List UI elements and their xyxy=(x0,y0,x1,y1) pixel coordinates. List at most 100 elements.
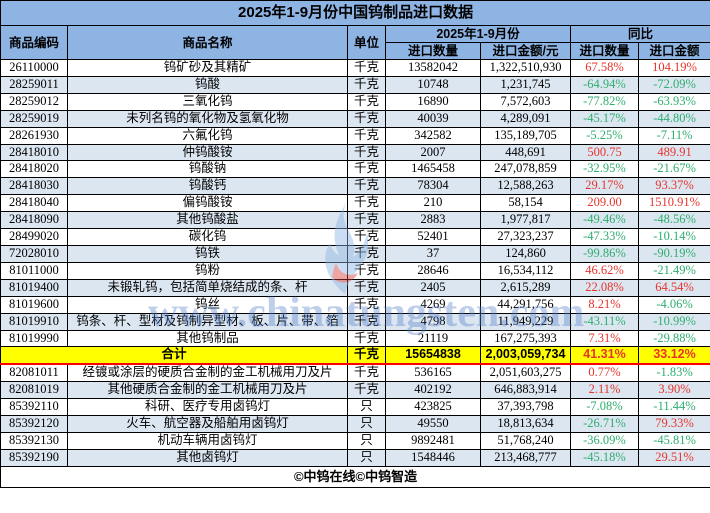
cell-yoy-qty: 46.62% xyxy=(570,261,639,280)
cell-yoy-qty: -49.46% xyxy=(570,211,639,230)
cell-code: 81019910 xyxy=(0,312,68,331)
table-row: 81019990 其他钨制品 千克 21119 167,275,393 7.31… xyxy=(0,329,710,348)
cell-import-qty: 40039 xyxy=(385,109,481,128)
cell-yoy-amount: 93.37% xyxy=(637,177,710,196)
cell-import-qty: 210 xyxy=(385,194,481,213)
cell-import-amount: 1,231,745 xyxy=(480,75,571,94)
cell-yoy-qty: -45.18% xyxy=(570,448,639,467)
cell-unit: 只 xyxy=(347,415,386,433)
cell-unit: 千克 xyxy=(347,194,386,213)
cell-yoy-qty: 22.08% xyxy=(570,278,639,297)
cell-yoy-qty: -47.33% xyxy=(570,228,639,246)
cell-code: 72028010 xyxy=(0,244,68,263)
cell-import-qty: 9892481 xyxy=(385,431,481,450)
cell-name: 合计 xyxy=(0,346,348,366)
cell-code: 81011000 xyxy=(0,261,68,280)
cell-import-amount: 2,051,603,275 xyxy=(480,363,571,383)
table-row: 合计 千克 15654838 2,003,059,734 41.31% 33.1… xyxy=(0,346,710,366)
import-data-table: 2025年1-9月份中国钨制品进口数据 商品编码 商品名称 单位 2025年1-… xyxy=(0,0,710,488)
cell-unit: 千克 xyxy=(347,346,386,366)
cell-import-qty: 2007 xyxy=(385,143,481,162)
cell-yoy-amount: 79.33% xyxy=(637,415,710,433)
table-row: 28418030 钨酸钙 千克 78304 12,588,263 29.17% … xyxy=(0,177,710,196)
cell-code: 28259011 xyxy=(0,75,68,94)
cell-unit: 千克 xyxy=(347,177,386,196)
col-header-name: 商品名称 xyxy=(67,25,348,60)
cell-yoy-qty: -45.17% xyxy=(570,109,639,128)
table-row: 28418020 钨酸钠 千克 1465458 247,078,859 -32.… xyxy=(0,160,710,179)
cell-yoy-qty: -64.94% xyxy=(570,75,639,94)
col-header-yoy-qty: 进口数量 xyxy=(570,42,639,60)
cell-code: 85392120 xyxy=(0,415,68,433)
table-body: 26110000 钨矿砂及其精矿 千克 13582042 1,322,510,9… xyxy=(0,59,710,467)
cell-name: 偏钨酸铵 xyxy=(67,194,348,213)
table-row: 81019910 钨条、杆、型材及钨制异型材、板、片、带、箔 千克 4798 1… xyxy=(0,312,710,331)
cell-yoy-qty: 500.75 xyxy=(570,143,639,162)
cell-name: 钨粉 xyxy=(67,261,348,280)
cell-yoy-qty: -5.25% xyxy=(570,126,639,145)
cell-unit: 千克 xyxy=(347,109,386,128)
cell-unit: 千克 xyxy=(347,75,386,94)
cell-import-amount: 448,691 xyxy=(480,143,571,162)
table-row: 85392120 火车、航空器及船舶用卤钨灯 只 49550 18,813,63… xyxy=(0,415,710,433)
cell-yoy-amount: -63.93% xyxy=(637,92,710,111)
cell-import-qty: 28646 xyxy=(385,261,481,280)
cell-name: 碳化钨 xyxy=(67,228,348,246)
cell-unit: 千克 xyxy=(347,143,386,162)
cell-import-qty: 52401 xyxy=(385,228,481,246)
cell-import-qty: 2405 xyxy=(385,278,481,297)
cell-code: 28418010 xyxy=(0,143,68,162)
cell-import-amount: 58,154 xyxy=(480,194,571,213)
cell-unit: 千克 xyxy=(347,228,386,246)
cell-unit: 千克 xyxy=(347,363,386,383)
cell-import-amount: 2,615,289 xyxy=(480,278,571,297)
cell-import-amount: 37,393,798 xyxy=(480,398,571,417)
cell-import-amount: 27,323,237 xyxy=(480,228,571,246)
cell-unit: 千克 xyxy=(347,295,386,314)
cell-code: 85392110 xyxy=(0,398,68,417)
cell-yoy-qty: 41.31% xyxy=(570,346,639,366)
cell-yoy-qty: 29.17% xyxy=(570,177,639,196)
cell-yoy-qty: 67.58% xyxy=(570,59,639,77)
cell-code: 26110000 xyxy=(0,59,68,77)
cell-name: 钨条、杆、型材及钨制异型材、板、片、带、箔 xyxy=(67,312,348,331)
cell-import-qty: 13582042 xyxy=(385,59,481,77)
table-row: 85392130 机动车辆用卤钨灯 只 9892481 51,768,240 -… xyxy=(0,431,710,450)
table-row: 72028010 钨铁 千克 37 124,860 -99.86% -90.19… xyxy=(0,244,710,263)
cell-unit: 千克 xyxy=(347,160,386,179)
cell-import-amount: 213,468,777 xyxy=(480,448,571,467)
cell-unit: 千克 xyxy=(347,244,386,263)
cell-import-qty: 423825 xyxy=(385,398,481,417)
cell-name: 钨酸钠 xyxy=(67,160,348,179)
cell-yoy-qty: -32.95% xyxy=(570,160,639,179)
cell-name: 三氧化钨 xyxy=(67,92,348,111)
cell-yoy-amount: 33.12% xyxy=(637,346,710,366)
page-title: 2025年1-9月份中国钨制品进口数据 xyxy=(0,0,710,26)
cell-code: 81019600 xyxy=(0,295,68,314)
cell-name: 火车、航空器及船舶用卤钨灯 xyxy=(67,415,348,433)
table-row: 81011000 钨粉 千克 28646 16,534,112 46.62% -… xyxy=(0,261,710,280)
cell-import-amount: 16,534,112 xyxy=(480,261,571,280)
cell-code: 28418020 xyxy=(0,160,68,179)
cell-unit: 千克 xyxy=(347,126,386,145)
col-header-import-qty: 进口数量 xyxy=(385,42,481,60)
cell-unit: 只 xyxy=(347,448,386,467)
cell-import-amount: 1,977,817 xyxy=(480,211,571,230)
cell-import-qty: 402192 xyxy=(385,381,481,400)
col-header-yoy-amount: 进口金额 xyxy=(637,42,710,60)
cell-import-qty: 2883 xyxy=(385,211,481,230)
cell-yoy-qty: -7.08% xyxy=(570,398,639,417)
col-group-period: 2025年1-9月份 xyxy=(385,25,571,43)
cell-name: 六氟化钨 xyxy=(67,126,348,145)
header-group-row: 商品编码 商品名称 单位 2025年1-9月份 同比 xyxy=(0,25,710,60)
cell-import-qty: 1548446 xyxy=(385,448,481,467)
table-row: 28259019 未列名钨的氧化物及氢氧化物 千克 40039 4,289,09… xyxy=(0,109,710,128)
footer-row: ©中钨在线©中钨智造 xyxy=(0,465,710,488)
cell-yoy-amount: -48.56% xyxy=(637,211,710,230)
cell-yoy-amount: -45.81% xyxy=(637,431,710,450)
table-row: 28259012 三氧化钨 千克 16890 7,572,603 -77.82%… xyxy=(0,92,710,111)
cell-name: 机动车辆用卤钨灯 xyxy=(67,431,348,450)
copyright-note: ©中钨在线©中钨智造 xyxy=(0,465,710,488)
cell-yoy-amount: -29.88% xyxy=(637,329,710,348)
